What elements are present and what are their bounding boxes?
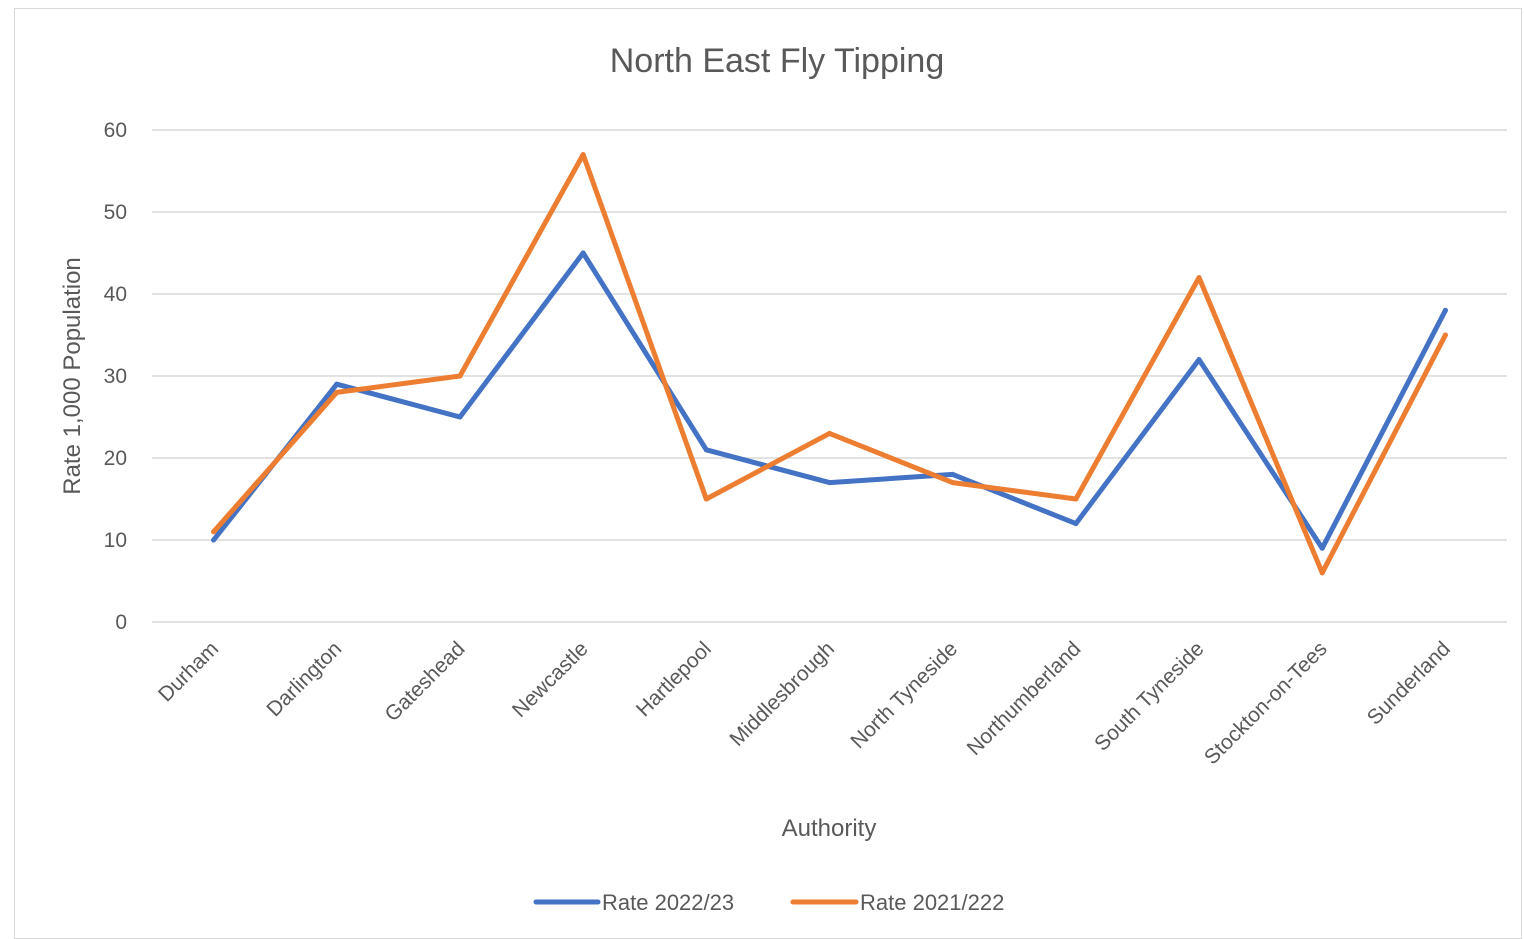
x-tick-label: Middlesbrough bbox=[725, 637, 839, 751]
data-point bbox=[1073, 521, 1079, 527]
y-axis-ticks: 0 10 20 30 40 50 60 bbox=[104, 119, 127, 634]
x-axis-label: Authority bbox=[782, 815, 877, 842]
data-point bbox=[827, 480, 832, 486]
data-point bbox=[334, 389, 340, 395]
data-point bbox=[1319, 545, 1325, 551]
x-axis-ticks: Durham Darlington Gateshead Newcastle Hartle… bbox=[154, 637, 1455, 769]
x-tick-label: Hartlepool bbox=[632, 637, 716, 721]
data-point bbox=[580, 250, 586, 256]
legend-label-2: Rate 2021/222 bbox=[860, 890, 1004, 915]
data-point bbox=[703, 496, 709, 502]
data-point bbox=[1073, 496, 1079, 502]
data-point bbox=[1442, 332, 1448, 338]
legend: Rate 2022/23 Rate 2021/222 bbox=[533, 890, 1004, 915]
x-tick-label: South Tyneside bbox=[1090, 637, 1208, 755]
data-point bbox=[950, 471, 956, 477]
x-tick-label: Newcastle bbox=[508, 637, 593, 722]
data-point bbox=[1442, 307, 1448, 313]
series-lines bbox=[211, 152, 1448, 576]
data-point bbox=[950, 480, 956, 486]
data-point bbox=[334, 381, 340, 387]
series-line-2 bbox=[211, 152, 1448, 576]
x-tick-label: Gateshead bbox=[381, 637, 470, 726]
y-tick-label: 0 bbox=[115, 611, 127, 634]
y-axis-label: Rate 1,000 Population bbox=[59, 257, 86, 495]
chart-title: North East Fly Tipping bbox=[610, 42, 944, 80]
legend-label-1: Rate 2022/23 bbox=[602, 890, 734, 915]
x-tick-label: Sunderland bbox=[1363, 637, 1455, 729]
data-point bbox=[457, 373, 463, 379]
data-point bbox=[703, 447, 709, 453]
data-point bbox=[580, 152, 586, 158]
data-point bbox=[1196, 275, 1202, 281]
x-tick-label: North Tyneside bbox=[846, 637, 962, 753]
gridlines bbox=[152, 129, 1507, 623]
data-point bbox=[457, 414, 463, 420]
y-tick-label: 40 bbox=[104, 283, 127, 306]
data-point bbox=[211, 537, 217, 543]
data-point bbox=[211, 529, 217, 535]
series-line-1 bbox=[211, 250, 1448, 551]
y-tick-label: 60 bbox=[104, 119, 127, 142]
x-tick-label: Northumberland bbox=[963, 637, 1086, 760]
y-tick-label: 30 bbox=[104, 365, 127, 388]
x-tick-label: Darlington bbox=[262, 637, 346, 721]
x-tick-label: Stockton-on-Tees bbox=[1200, 637, 1332, 769]
x-tick-label: Durham bbox=[154, 637, 223, 706]
data-point bbox=[1196, 357, 1202, 363]
data-point bbox=[827, 430, 832, 436]
y-tick-label: 10 bbox=[104, 529, 127, 552]
data-point bbox=[1319, 570, 1325, 576]
y-tick-label: 50 bbox=[104, 201, 127, 224]
y-tick-label: 20 bbox=[104, 447, 127, 470]
